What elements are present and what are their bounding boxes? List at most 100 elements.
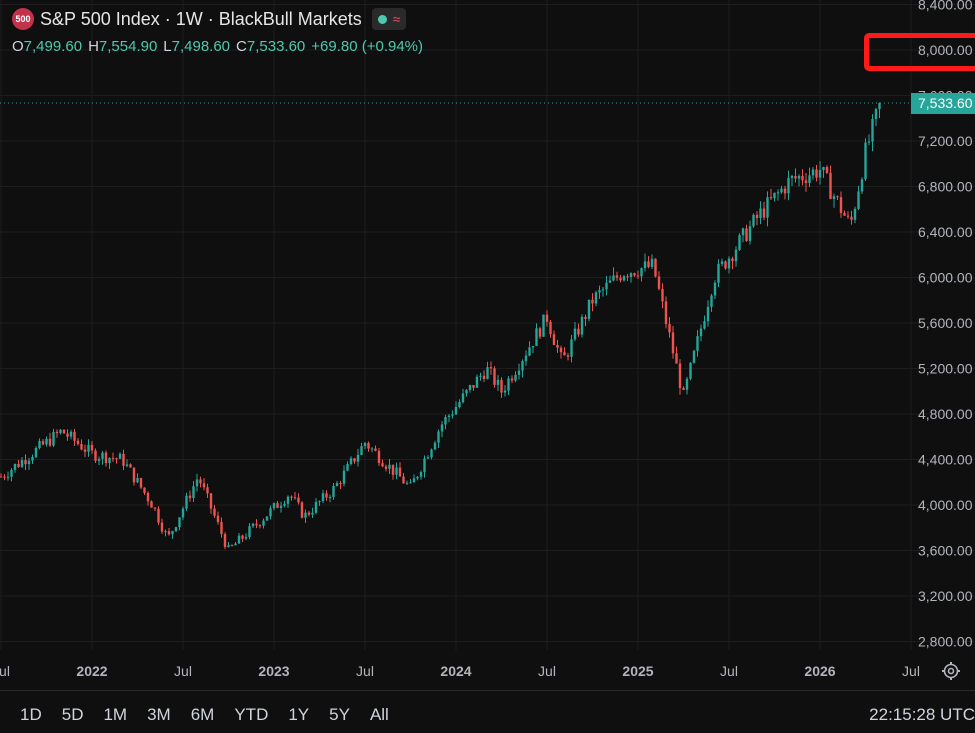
candle-body xyxy=(167,531,171,535)
wave-icon[interactable]: ≈ xyxy=(392,11,401,27)
candle-body xyxy=(209,493,213,509)
candle-body xyxy=(111,457,115,459)
candle-body xyxy=(384,466,388,469)
candle-body xyxy=(794,175,797,179)
candle-body xyxy=(843,212,846,216)
candle-body xyxy=(276,503,279,508)
candle-body xyxy=(587,299,591,319)
y-tick-label: 6,800.00 xyxy=(918,179,973,195)
candle-body xyxy=(745,228,748,241)
candle-body xyxy=(458,402,461,407)
candle-body xyxy=(248,526,251,538)
x-tick-label: 2024 xyxy=(440,663,471,679)
candle-body xyxy=(220,522,223,535)
candle-body xyxy=(188,495,192,499)
candle-body xyxy=(605,282,608,290)
range-1d[interactable]: 1D xyxy=(20,705,42,724)
range-all[interactable]: All xyxy=(369,705,389,724)
candle-body xyxy=(692,350,696,363)
candle-body xyxy=(566,355,570,357)
candle-body xyxy=(535,328,538,347)
candle-body xyxy=(262,520,265,526)
symbol-logo: 500 xyxy=(12,8,34,30)
x-tick-label: Jul xyxy=(174,663,192,679)
candle-body xyxy=(479,375,482,377)
open-label: O xyxy=(12,38,24,55)
candle-body xyxy=(860,179,864,192)
market-status-icon xyxy=(377,14,387,24)
candle-body xyxy=(304,512,307,518)
candle-body xyxy=(83,449,87,452)
candle-body xyxy=(311,512,314,515)
candle-body xyxy=(493,368,496,385)
candle-body xyxy=(223,534,227,547)
candle-body xyxy=(160,522,164,532)
candle-body xyxy=(629,273,633,277)
candle-body xyxy=(122,453,125,466)
y-tick-label: 3,600.00 xyxy=(918,543,973,559)
range-5d[interactable]: 5D xyxy=(61,705,84,724)
candle-body xyxy=(783,188,787,194)
candle-body xyxy=(195,479,199,487)
candle-body xyxy=(45,438,48,445)
candle-body xyxy=(251,523,255,527)
range-ytd[interactable]: YTD xyxy=(234,705,269,724)
candle-body xyxy=(307,512,311,515)
candle-body xyxy=(125,464,129,466)
candle-body xyxy=(598,290,601,293)
candle-body xyxy=(654,258,657,277)
candle-body xyxy=(297,497,300,503)
candle-body xyxy=(689,362,692,379)
candle-body xyxy=(157,508,160,523)
candle-body xyxy=(661,288,664,302)
range-5y[interactable]: 5Y xyxy=(329,705,350,724)
candle-body xyxy=(325,493,328,498)
gear-icon[interactable] xyxy=(941,661,961,681)
x-tick-label: 2022 xyxy=(76,663,107,679)
candle-body xyxy=(332,486,335,497)
candle-body xyxy=(381,463,384,467)
x-tick-label: Jul xyxy=(720,663,738,679)
candle-body xyxy=(216,515,220,523)
status-pill[interactable]: ≈ xyxy=(371,8,407,30)
candle-body xyxy=(472,385,475,388)
candle-body xyxy=(608,280,612,283)
candle-body xyxy=(549,321,552,335)
symbol-title[interactable]: S&P 500 Index · 1W · BlackBull Markets xyxy=(40,8,362,29)
candle-body xyxy=(573,328,577,340)
candle-body xyxy=(104,452,108,463)
candle-body xyxy=(391,464,395,475)
candle-body xyxy=(402,476,405,484)
candle-body xyxy=(734,249,738,262)
x-tick-label: Jul xyxy=(902,663,920,679)
candle-body xyxy=(752,214,755,227)
utc-clock[interactable]: 22:15:28 UTC xyxy=(869,705,975,724)
candle-body xyxy=(6,476,10,478)
range-1y[interactable]: 1Y xyxy=(288,705,310,724)
candle-body xyxy=(503,390,507,393)
candle-body xyxy=(164,531,167,533)
candle-body xyxy=(703,321,706,329)
candle-body xyxy=(706,306,710,322)
candle-body xyxy=(342,470,346,484)
candle-body xyxy=(811,169,815,176)
range-3m[interactable]: 3M xyxy=(147,705,171,724)
range-6m[interactable]: 6M xyxy=(190,705,215,724)
candle-body xyxy=(454,406,458,415)
candle-body xyxy=(360,446,363,455)
y-tick-label: 7,200.00 xyxy=(918,133,973,149)
candle-body xyxy=(808,175,811,183)
candle-body xyxy=(528,347,531,356)
candle-body xyxy=(822,167,825,171)
close-value: 7,533.60 xyxy=(246,38,306,55)
highlight-box xyxy=(864,33,975,71)
candle-body xyxy=(174,527,178,532)
candle-body xyxy=(801,175,804,181)
ohlc-legend: O 7,499.60 H 7,554.90 L 7,498.60 C 7,533… xyxy=(12,38,429,55)
price-chart[interactable]: 2,800.00 3,200.00 3,600.00 4,000.00 4,400.00… xyxy=(0,0,975,690)
candle-body xyxy=(178,517,181,528)
candle-body xyxy=(664,301,668,324)
range-1m[interactable]: 1M xyxy=(103,705,128,724)
candle-body xyxy=(356,454,360,462)
candle-body xyxy=(524,355,528,362)
